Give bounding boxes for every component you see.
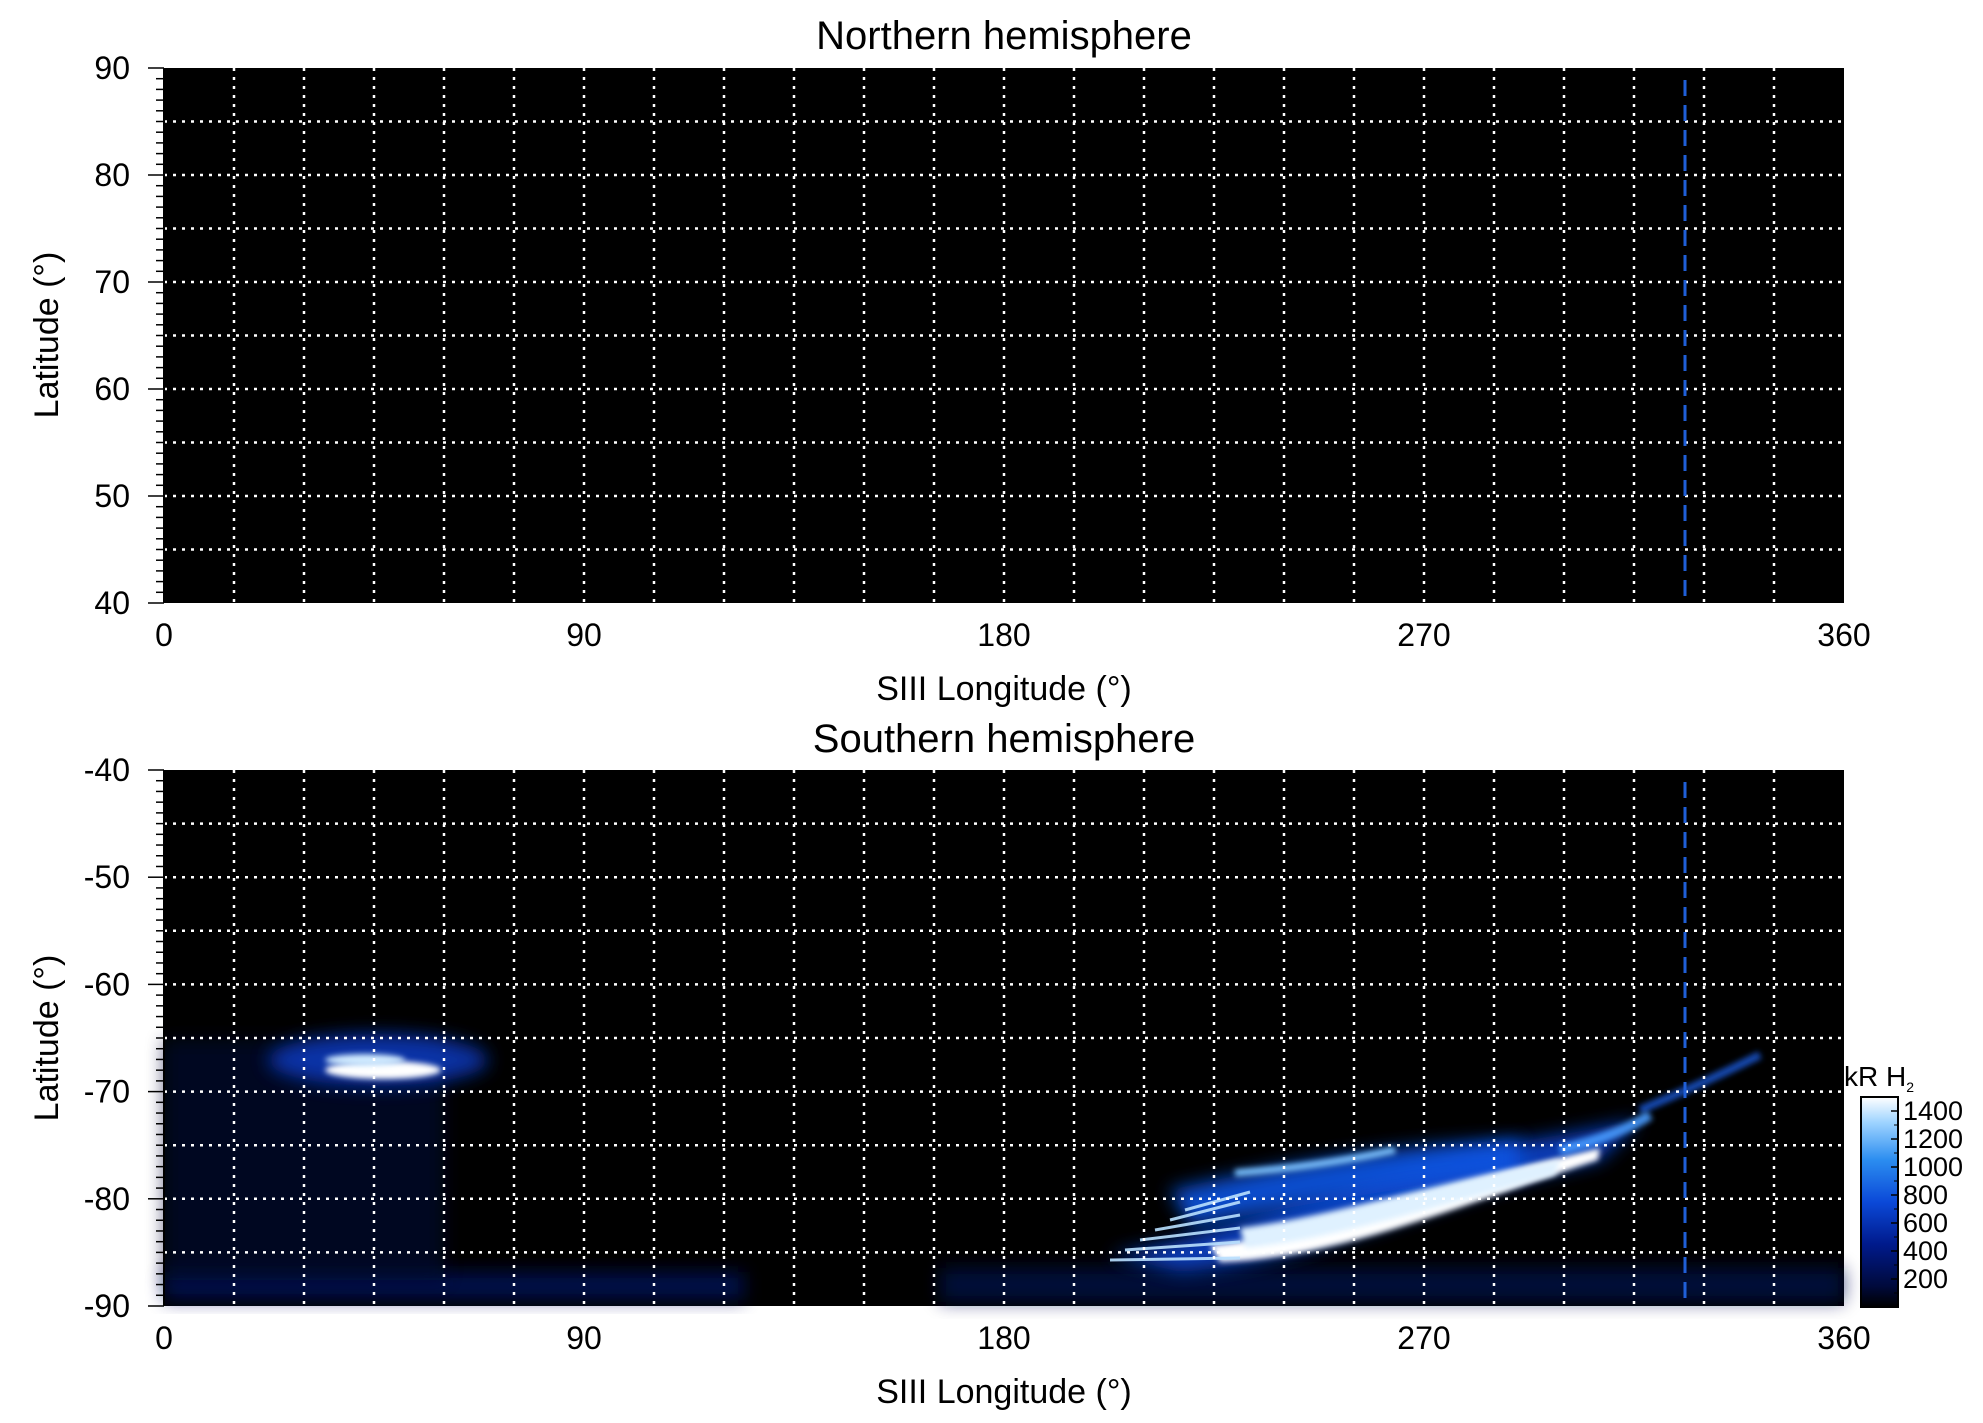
main-auroral-arc-mid (1170, 1140, 1520, 1225)
north-gridlines (164, 68, 1844, 603)
colorbar-label: kR H2 (1844, 1061, 1914, 1095)
south-x-tick-label: 270 (1397, 1320, 1450, 1356)
south-x-tick-label: 180 (977, 1320, 1030, 1356)
north-x-tick-label: 90 (566, 617, 602, 653)
colorbar-label-main: kR H (1844, 1061, 1906, 1092)
south-x-tick-label: 0 (155, 1320, 173, 1356)
north-y-tick-label: 50 (94, 478, 130, 514)
north-title: Northern hemisphere (816, 14, 1192, 58)
colorbar-tick-label: 400 (1903, 1236, 1948, 1266)
faint-low-latitude-band-east (940, 1268, 1844, 1302)
south-y-tick-label: -70 (84, 1074, 130, 1110)
north-axes: 90 80 70 60 50 40 0 90 180 270 360 (94, 50, 1870, 653)
south-x-axis-label: SIII Longitude (°) (876, 1373, 1132, 1411)
main-auroral-arc-core-2 (1240, 1160, 1560, 1248)
colorbar-tick-label: 1200 (1903, 1124, 1963, 1154)
arc-tail-east (1558, 1110, 1653, 1155)
colorbar-label-sub: 2 (1906, 1079, 1914, 1095)
south-title: Southern hemisphere (813, 717, 1195, 761)
south-gridlines (164, 770, 1844, 1306)
north-y-axis-label: Latitude (°) (28, 252, 66, 419)
north-y-tick-label: 90 (94, 50, 130, 86)
colorbar-tick-label: 1000 (1903, 1152, 1963, 1182)
colorbar-tick-label: 800 (1903, 1180, 1948, 1210)
emission-patch-west-core-2 (325, 1054, 405, 1066)
colorbar-tick-label: 600 (1903, 1208, 1948, 1238)
faint-arc-upper (1234, 1146, 1396, 1177)
north-y-tick-label: 60 (94, 371, 130, 407)
south-axes: -40 -50 -60 -70 -80 -90 0 90 180 270 360 (84, 752, 1871, 1356)
north-x-tick-label: 0 (155, 617, 173, 653)
north-y-tick-label: 40 (94, 585, 130, 621)
north-x-tick-label: 180 (977, 617, 1030, 653)
south-y-tick-label: -90 (84, 1288, 130, 1324)
south-y-tick-label: -50 (84, 859, 130, 895)
north-x-tick-label: 360 (1817, 617, 1870, 653)
south-y-tick-label: -80 (84, 1181, 130, 1217)
colorbar-tick-label: 1400 (1903, 1096, 1963, 1126)
south-y-axis-label: Latitude (°) (28, 955, 66, 1122)
arc-streak-fringe (1109, 1190, 1251, 1262)
north-x-axis-label: SIII Longitude (°) (876, 670, 1132, 708)
south-panel: Southern hemisphere (28, 717, 1963, 1411)
north-y-tick-label: 70 (94, 264, 130, 300)
colorbar-gradient (1860, 1096, 1899, 1308)
north-panel: Northern hemisphere 90 80 70 60 50 40 0 90 180 27… (28, 14, 1871, 708)
north-x-tick-label: 270 (1397, 617, 1450, 653)
colorbar-tick-label: 200 (1903, 1264, 1948, 1294)
north-y-tick-label: 80 (94, 157, 130, 193)
faint-streaks-high-lon (1638, 1051, 1762, 1114)
south-y-tick-label: -40 (84, 752, 130, 788)
south-x-tick-label: 90 (566, 1320, 602, 1356)
south-x-tick-label: 360 (1817, 1320, 1870, 1356)
south-y-tick-label: -60 (84, 966, 130, 1002)
